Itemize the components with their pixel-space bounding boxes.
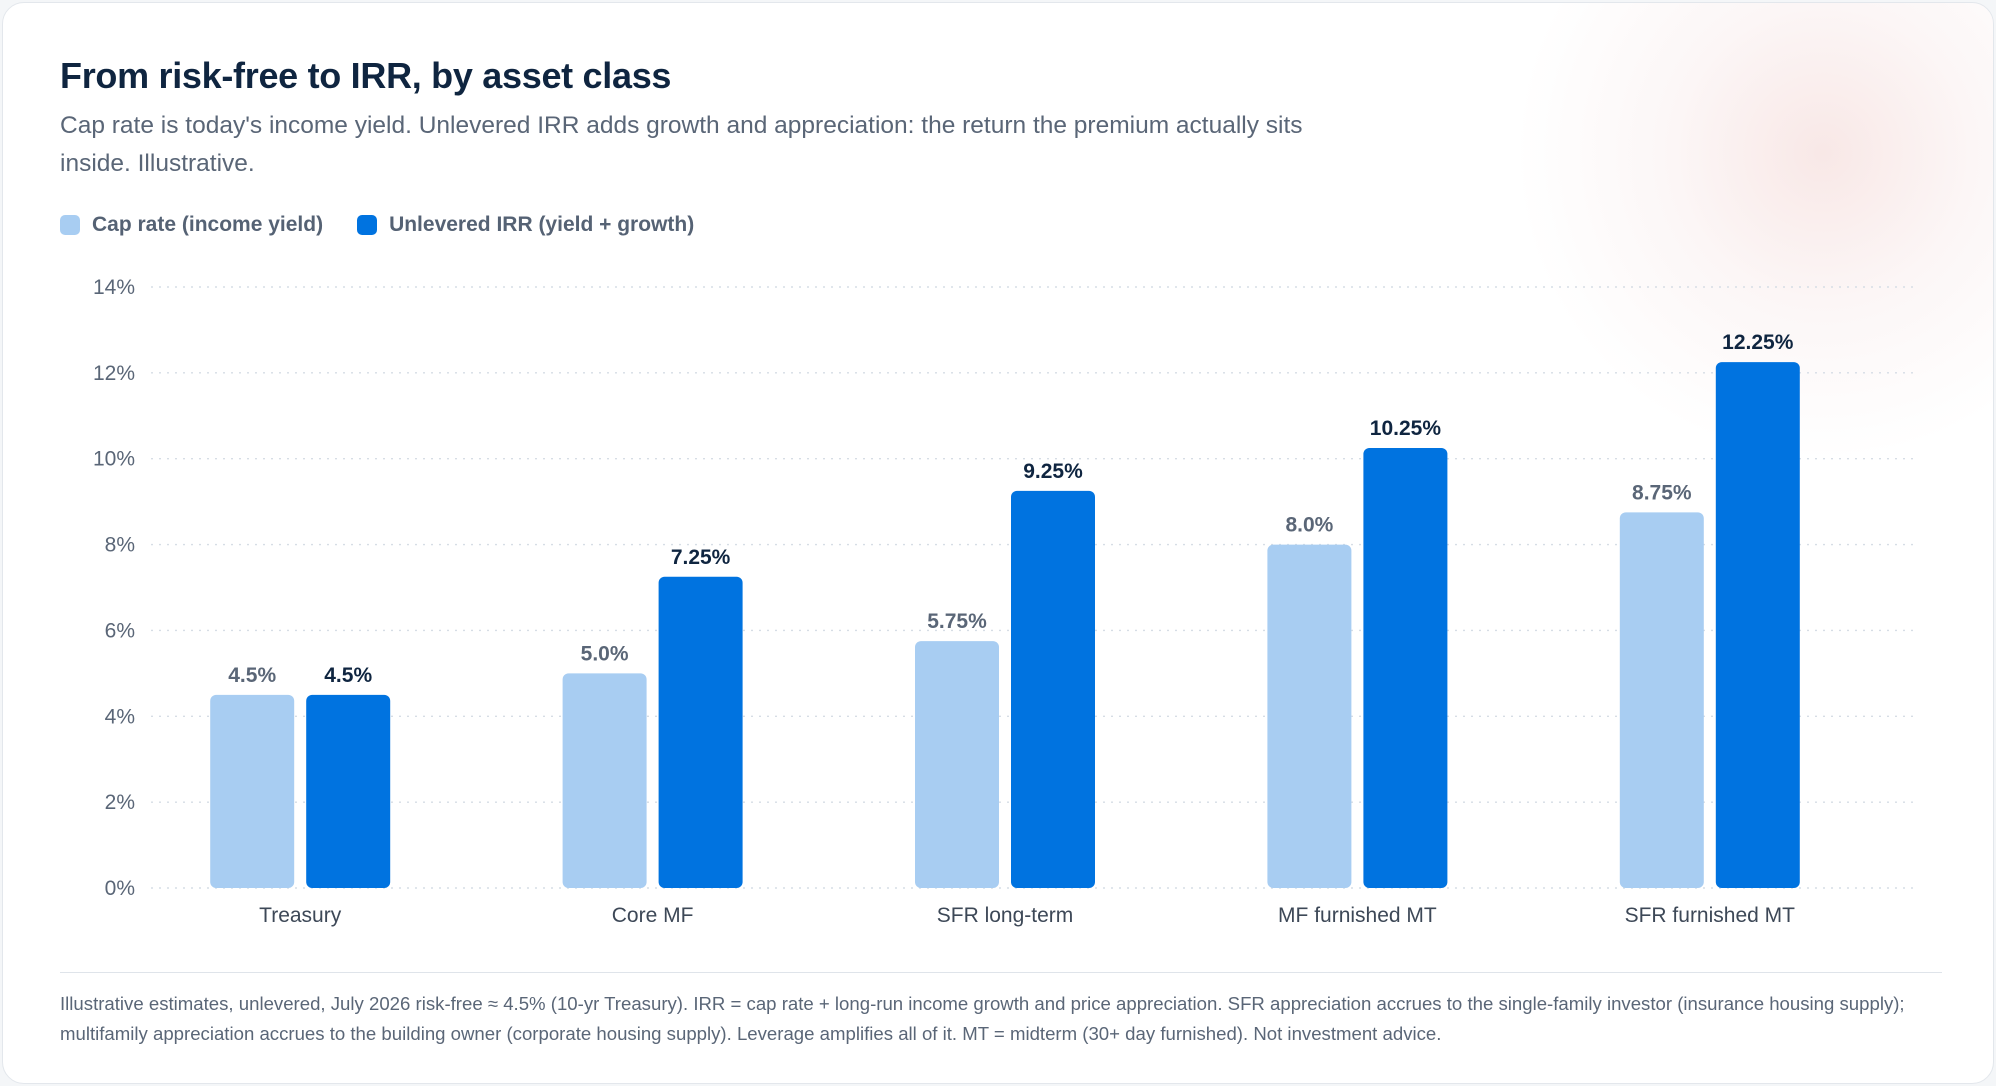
data-label: 4.5% <box>324 664 372 687</box>
x-tick-label: MF furnished MT <box>1278 904 1437 927</box>
footnote: Illustrative estimates, unlevered, July … <box>60 993 1905 1044</box>
y-tick-label: 14% <box>93 276 135 299</box>
data-label: 10.25% <box>1370 417 1442 440</box>
data-label: 5.75% <box>927 610 987 633</box>
legend-swatch-irr <box>357 215 378 235</box>
y-tick-label: 0% <box>105 877 135 900</box>
data-label: 8.75% <box>1632 481 1692 504</box>
legend: Cap rate (income yield) Unlevered IRR (y… <box>60 213 728 237</box>
data-label: 8.0% <box>1285 514 1333 537</box>
chart-title: From risk-free to IRR, by asset class <box>60 55 672 96</box>
y-tick-label: 2% <box>105 791 135 814</box>
bar-cap-rate <box>1619 512 1704 888</box>
bar-cap-rate <box>915 641 999 888</box>
legend-swatch-cap-rate <box>60 215 80 235</box>
bar-chart: 0% 2% 4% 6% 8% 10% 12% 14% 4.5% 4.5% Treasury 5.0% 7… <box>93 276 1913 927</box>
y-tick-label: 10% <box>93 448 135 471</box>
y-tick-label: 8% <box>105 534 135 557</box>
bar-cap-rate <box>210 694 295 888</box>
x-tick-label: SFR long-term <box>937 904 1074 927</box>
data-label: 12.25% <box>1722 331 1794 354</box>
footnote-divider <box>60 972 1942 973</box>
data-label: 7.25% <box>671 546 731 569</box>
bar-irr <box>1363 447 1448 888</box>
legend-item-irr: Unlevered IRR (yield + growth) <box>357 213 694 237</box>
bar-irr <box>306 694 391 888</box>
bar-cap-rate <box>562 673 647 888</box>
bar-cap-rate <box>1267 544 1352 888</box>
data-label: 9.25% <box>1023 460 1083 483</box>
data-label: 5.0% <box>581 642 629 665</box>
legend-item-cap-rate: Cap rate (income yield) <box>60 213 323 237</box>
bar-irr <box>1011 490 1095 888</box>
x-tick-label: SFR furnished MT <box>1625 904 1796 927</box>
bar-irr <box>1715 362 1800 888</box>
legend-label-cap-rate: Cap rate (income yield) <box>92 213 324 236</box>
chart-subtitle: Cap rate is today's income yield. Unleve… <box>60 112 1303 177</box>
x-tick-label: Treasury <box>259 904 342 927</box>
x-tick-label: Core MF <box>612 904 694 927</box>
data-label: 4.5% <box>228 664 276 687</box>
legend-label-irr: Unlevered IRR (yield + growth) <box>389 213 695 236</box>
y-tick-label: 6% <box>105 619 135 642</box>
bar-irr <box>658 576 743 888</box>
y-tick-label: 4% <box>105 705 135 728</box>
y-tick-label: 12% <box>93 362 135 385</box>
